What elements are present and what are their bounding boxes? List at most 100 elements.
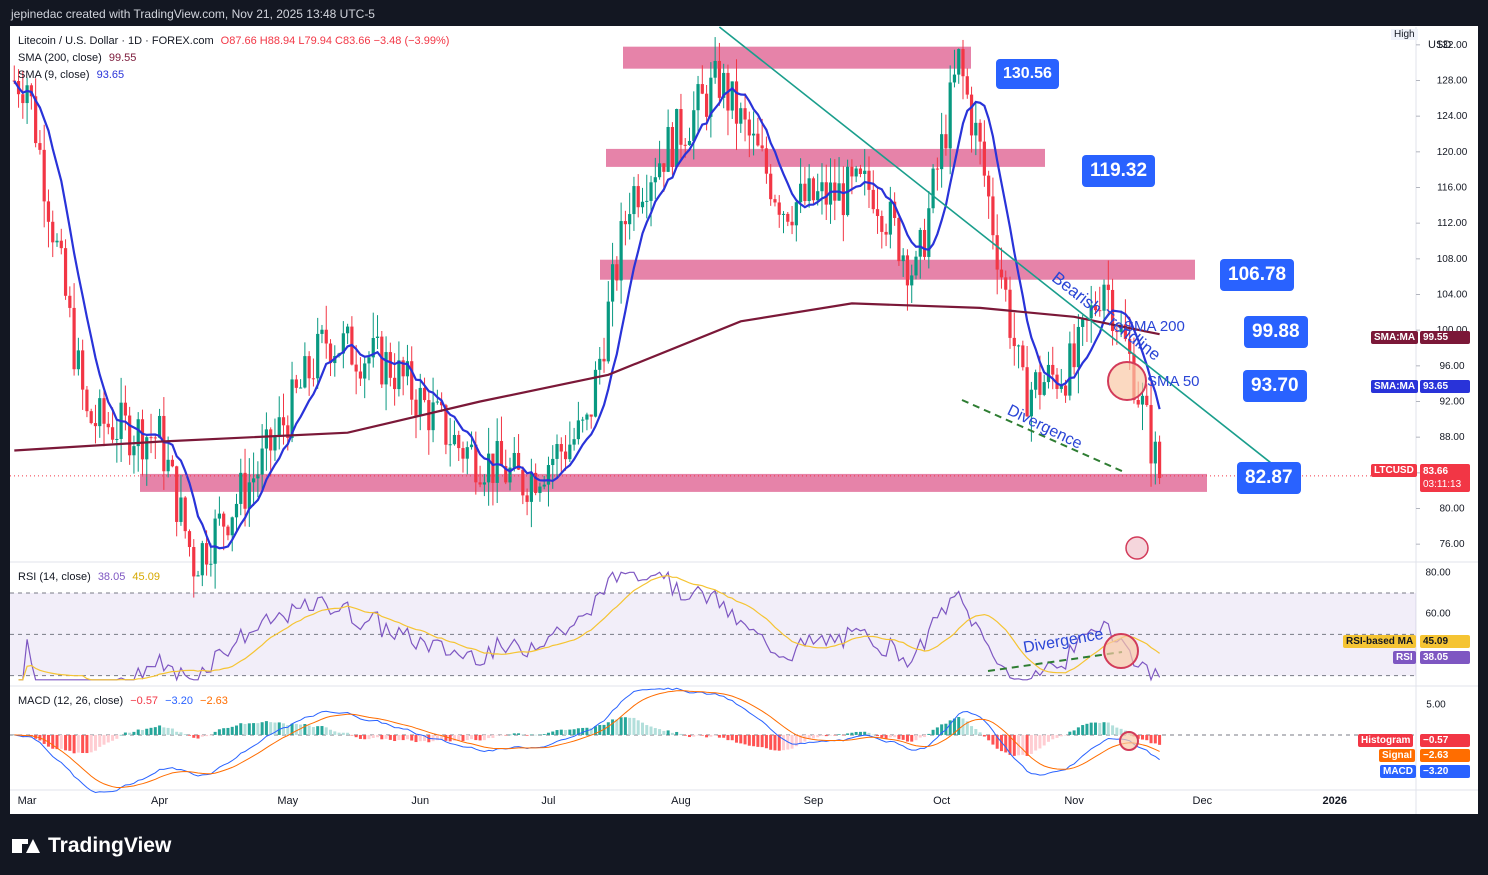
macd-histogram-bar (119, 734, 123, 736)
macd-histogram-bar (320, 726, 324, 735)
candle-body (457, 434, 461, 449)
macd-histogram-bar (846, 733, 850, 735)
candle-body (418, 387, 422, 417)
macd-histogram-bar (679, 733, 683, 735)
macd-histogram-bar (632, 717, 636, 735)
legend-rsi-row[interactable]: RSI (14, close) 38.05 45.09 (18, 571, 160, 583)
macd-histogram-bar (935, 727, 939, 735)
tradingview-logo[interactable]: TradingView (12, 834, 171, 858)
candle-body (974, 122, 978, 136)
candle-body (222, 513, 226, 527)
macd-histogram-bar (388, 734, 392, 740)
macd-histogram-bar (341, 732, 345, 735)
candle-body (1063, 385, 1068, 396)
legend-sma200-row[interactable]: SMA (200, close) 99.55 (18, 52, 136, 64)
candle-body (606, 301, 610, 362)
price-tick-label: 100.00 (1437, 325, 1468, 336)
candle-body (341, 333, 345, 354)
candle-body (619, 221, 623, 281)
candle-body (260, 448, 264, 475)
candle-body (576, 420, 580, 440)
tag-sma-ma-9-value: 93.65 (1420, 380, 1470, 393)
macd-histogram-bar (876, 734, 880, 737)
macd-histogram-bar (81, 734, 85, 753)
macd-histogram-bar (811, 734, 815, 739)
macd-histogram-bar (871, 734, 875, 736)
price-tick-label: 104.00 (1437, 290, 1468, 301)
candle-body (371, 338, 375, 358)
macd-histogram-bar (628, 717, 632, 735)
legend-macd-row[interactable]: MACD (12, 26, close) −0.57 −3.20 −2.63 (18, 695, 228, 707)
macd-histogram-bar (46, 734, 50, 747)
candle-body (294, 379, 298, 388)
tag-signal: Signal (1379, 749, 1416, 762)
candle-body (25, 85, 29, 104)
macd-histogram-bar (858, 731, 862, 735)
candle-body (965, 76, 969, 95)
scale-mode[interactable]: High (1391, 29, 1418, 40)
macd-histogram-bar (687, 734, 691, 738)
candle-body (405, 361, 410, 377)
candle-body (940, 134, 944, 170)
tradingview-logo-icon (12, 836, 40, 856)
macd-histogram-bar (760, 734, 764, 748)
macd-histogram-bar (209, 734, 213, 736)
macd-histogram-bar (636, 720, 640, 735)
candle-body (153, 437, 157, 439)
candle-body (354, 364, 358, 372)
legend-macd-line: −3.20 (165, 695, 193, 707)
macd-histogram-bar (833, 734, 837, 736)
candle-body (756, 133, 760, 146)
macd-histogram-bar (764, 734, 768, 749)
macd-histogram-bar (987, 734, 991, 741)
macd-histogram-bar (68, 734, 72, 751)
candle-body (662, 163, 666, 172)
candle-body (610, 264, 615, 302)
price-tick-label: 116.00 (1437, 183, 1467, 194)
candle-body (76, 350, 80, 370)
macd-histogram-bar (371, 734, 375, 738)
macd-histogram-bar (538, 734, 542, 736)
candle-body (303, 356, 307, 388)
macd-histogram-bar (974, 729, 978, 735)
macd-histogram-bar (529, 734, 533, 736)
legend-rsi-ma-value: 45.09 (132, 571, 160, 583)
time-tick-label: Jun (411, 795, 429, 807)
macd-histogram-bar (59, 734, 63, 749)
tag-rsi-ma-value: 45.09 (1420, 635, 1470, 648)
time-tick-label: Mar (18, 795, 37, 807)
macd-histogram-bar (183, 734, 187, 735)
zone-3 (140, 473, 1207, 492)
candle-body (589, 414, 593, 417)
candle-body (427, 400, 431, 431)
macd-histogram-bar (504, 734, 508, 736)
macd-histogram-bar (640, 722, 644, 735)
macd-histogram-bar (153, 727, 157, 735)
candle-body (542, 484, 546, 487)
macd-histogram-bar (747, 734, 751, 746)
macd-histogram-bar (572, 729, 576, 735)
macd-histogram-bar (234, 725, 238, 735)
macd-histogram-bar (1136, 734, 1140, 739)
candle-body (858, 168, 863, 175)
candle-body (918, 229, 922, 257)
chart-credit: jepinedac created with TradingView.com, … (11, 7, 375, 21)
candle-body (256, 474, 260, 479)
macd-histogram-bar (452, 734, 456, 741)
candle-body (529, 472, 533, 502)
candle-body (461, 448, 465, 459)
candle-body (764, 148, 769, 174)
scale-currency[interactable]: USD (1428, 39, 1452, 51)
candle-body (816, 191, 820, 201)
macd-histogram-bar (179, 732, 183, 735)
legend-sma9-row[interactable]: SMA (9, close) 93.65 (18, 69, 124, 81)
tag-sma-ma-200: SMA:MA (1371, 331, 1419, 344)
macd-histogram-bar (773, 734, 777, 751)
candle-body (824, 182, 828, 205)
candle-body (568, 444, 572, 460)
candle-body (34, 96, 38, 144)
macd-histogram-bar (978, 732, 982, 735)
candle-body (628, 214, 632, 225)
candle-body (68, 295, 72, 308)
